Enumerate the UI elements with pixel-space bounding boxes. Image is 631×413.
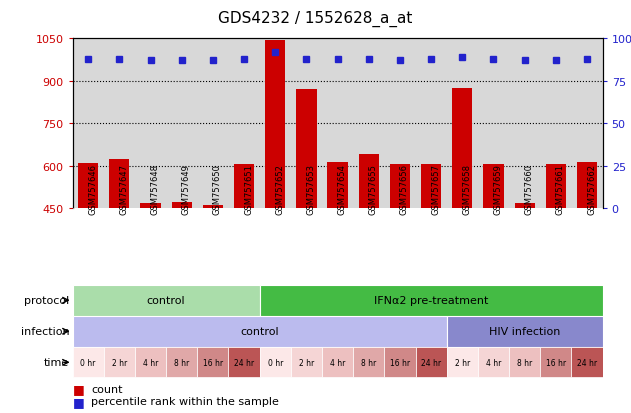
- Text: GSM757650: GSM757650: [213, 164, 222, 215]
- Bar: [203, 205, 223, 209]
- Bar: [509, 348, 540, 377]
- Bar: [73, 348, 103, 377]
- Bar: [483, 164, 504, 209]
- Text: 4 hr: 4 hr: [330, 358, 345, 367]
- Text: ■: ■: [73, 382, 85, 395]
- Bar: [291, 348, 322, 377]
- Text: control: control: [240, 326, 279, 337]
- Bar: [384, 348, 416, 377]
- Text: GSM757657: GSM757657: [431, 164, 440, 215]
- Text: GSM757656: GSM757656: [400, 164, 409, 215]
- Text: 2 hr: 2 hr: [112, 358, 127, 367]
- Text: 8 hr: 8 hr: [517, 358, 533, 367]
- Text: 24 hr: 24 hr: [234, 358, 254, 367]
- Text: GSM757655: GSM757655: [369, 164, 378, 215]
- Bar: [577, 163, 597, 209]
- Text: GSM757651: GSM757651: [244, 164, 253, 215]
- Text: 8 hr: 8 hr: [361, 358, 376, 367]
- Text: GSM757659: GSM757659: [493, 164, 502, 215]
- Bar: [103, 348, 135, 377]
- Bar: [73, 285, 259, 316]
- Text: HIV infection: HIV infection: [489, 326, 560, 337]
- Bar: [78, 164, 98, 209]
- Bar: [172, 203, 192, 209]
- Text: GSM757652: GSM757652: [275, 164, 284, 215]
- Text: GSM757649: GSM757649: [182, 164, 191, 215]
- Bar: [447, 316, 603, 347]
- Bar: [478, 348, 509, 377]
- Bar: [353, 348, 384, 377]
- Text: 4 hr: 4 hr: [486, 358, 501, 367]
- Text: 24 hr: 24 hr: [421, 358, 441, 367]
- Text: GSM757658: GSM757658: [463, 164, 471, 215]
- Text: GSM757662: GSM757662: [587, 164, 596, 215]
- Text: GSM757647: GSM757647: [119, 164, 128, 215]
- Text: GSM757660: GSM757660: [524, 164, 534, 215]
- Bar: [421, 164, 441, 209]
- Bar: [514, 204, 535, 209]
- Bar: [140, 204, 161, 209]
- Text: GSM757646: GSM757646: [88, 164, 97, 215]
- Bar: [135, 348, 166, 377]
- Text: 8 hr: 8 hr: [174, 358, 189, 367]
- Bar: [166, 348, 198, 377]
- Text: count: count: [91, 384, 123, 394]
- Text: 0 hr: 0 hr: [81, 358, 96, 367]
- Text: 2 hr: 2 hr: [299, 358, 314, 367]
- Bar: [265, 40, 285, 209]
- Bar: [572, 348, 603, 377]
- Bar: [546, 164, 566, 209]
- Text: 24 hr: 24 hr: [577, 358, 597, 367]
- Bar: [259, 348, 291, 377]
- Text: ■: ■: [73, 395, 85, 408]
- Bar: [228, 348, 259, 377]
- Bar: [540, 348, 572, 377]
- Text: GSM757648: GSM757648: [151, 164, 160, 215]
- Bar: [327, 163, 348, 209]
- Text: 2 hr: 2 hr: [455, 358, 470, 367]
- Bar: [297, 90, 317, 209]
- Bar: [452, 89, 473, 209]
- Text: 4 hr: 4 hr: [143, 358, 158, 367]
- Bar: [234, 164, 254, 209]
- Bar: [322, 348, 353, 377]
- Text: GDS4232 / 1552628_a_at: GDS4232 / 1552628_a_at: [218, 10, 413, 27]
- Bar: [198, 348, 228, 377]
- Bar: [73, 316, 447, 347]
- Text: 16 hr: 16 hr: [203, 358, 223, 367]
- Text: 0 hr: 0 hr: [268, 358, 283, 367]
- Bar: [416, 348, 447, 377]
- Text: GSM757653: GSM757653: [307, 164, 316, 215]
- Text: time: time: [44, 357, 69, 368]
- Text: infection: infection: [21, 326, 69, 337]
- Bar: [390, 164, 410, 209]
- Text: 16 hr: 16 hr: [390, 358, 410, 367]
- Bar: [259, 285, 603, 316]
- Bar: [358, 155, 379, 209]
- Text: control: control: [147, 295, 186, 306]
- Text: percentile rank within the sample: percentile rank within the sample: [91, 396, 280, 406]
- Text: GSM757654: GSM757654: [338, 164, 346, 215]
- Text: GSM757661: GSM757661: [556, 164, 565, 215]
- Text: IFNα2 pre-treatment: IFNα2 pre-treatment: [374, 295, 488, 306]
- Bar: [447, 348, 478, 377]
- Text: 16 hr: 16 hr: [546, 358, 566, 367]
- Text: protocol: protocol: [24, 295, 69, 306]
- Bar: [109, 160, 129, 209]
